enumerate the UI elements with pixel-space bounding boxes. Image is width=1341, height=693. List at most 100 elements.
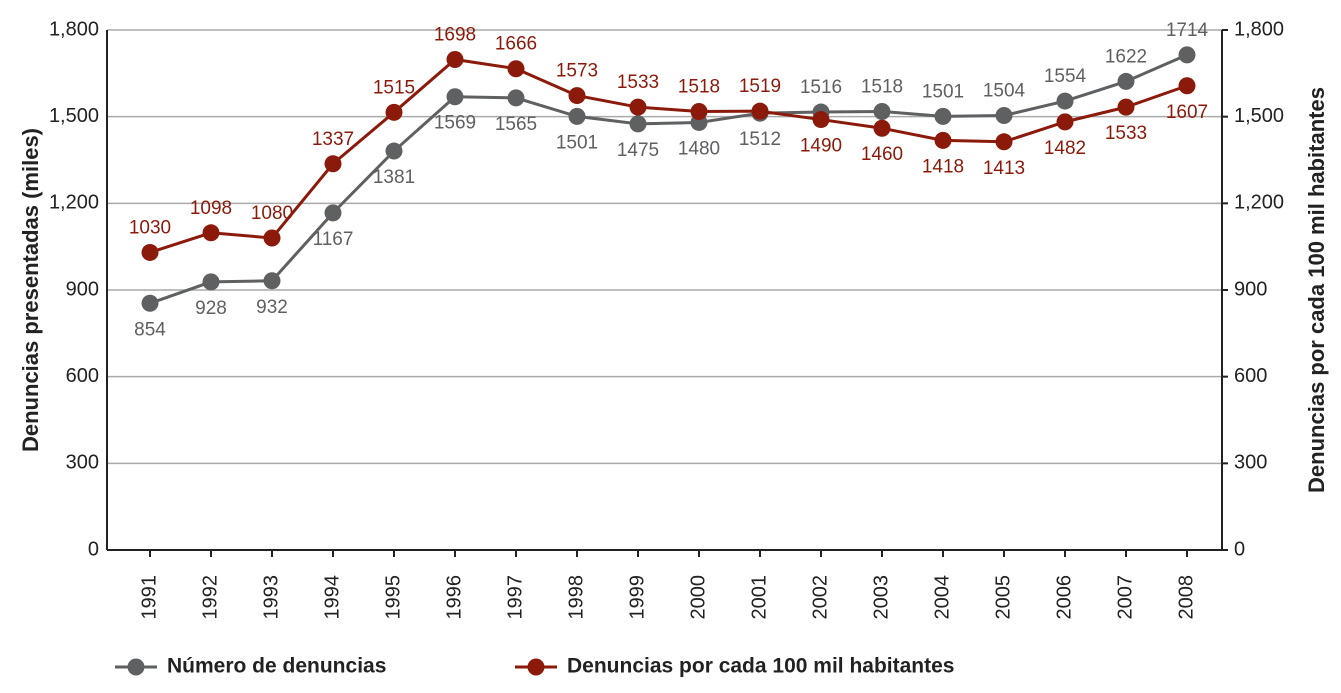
x-tick-label: 2001 bbox=[748, 575, 770, 620]
data-label: 1515 bbox=[373, 77, 415, 98]
data-point bbox=[934, 131, 952, 149]
data-point bbox=[873, 119, 891, 137]
x-tick-label: 1997 bbox=[504, 575, 526, 620]
x-tick-label: 2000 bbox=[687, 575, 709, 620]
y2-tick-label: 1,200 bbox=[1234, 192, 1284, 214]
data-point bbox=[873, 102, 891, 120]
data-point bbox=[263, 229, 281, 247]
y2-tick-label: 1,800 bbox=[1234, 18, 1284, 40]
data-point bbox=[751, 102, 769, 120]
data-label: 1337 bbox=[312, 129, 354, 150]
data-point bbox=[385, 103, 403, 121]
data-label: 1381 bbox=[373, 167, 415, 188]
data-label: 928 bbox=[195, 298, 227, 319]
data-point bbox=[1056, 92, 1074, 110]
data-label: 1475 bbox=[617, 140, 659, 161]
data-label: 1519 bbox=[739, 76, 781, 97]
data-point bbox=[568, 87, 586, 105]
data-point bbox=[995, 133, 1013, 151]
y2-axis-label: Denuncias por cada 100 mil habitantes bbox=[1304, 87, 1329, 493]
data-point bbox=[995, 107, 1013, 125]
data-label: 1413 bbox=[983, 158, 1025, 179]
x-tick-label: 1998 bbox=[565, 575, 587, 620]
x-tick-label: 1996 bbox=[443, 575, 465, 620]
series-line bbox=[149, 53, 1188, 305]
data-label: 1167 bbox=[313, 229, 354, 250]
data-point bbox=[507, 89, 525, 107]
x-tick-label: 2008 bbox=[1175, 575, 1197, 620]
data-point bbox=[141, 294, 159, 312]
data-label: 1533 bbox=[617, 72, 659, 93]
data-label: 1518 bbox=[678, 76, 720, 97]
data-point bbox=[385, 142, 403, 160]
y2-tick-label: 600 bbox=[1234, 365, 1267, 387]
x-tick-label: 2003 bbox=[870, 575, 892, 620]
y-tick-label: 1,200 bbox=[49, 192, 99, 214]
data-label: 1512 bbox=[739, 129, 781, 150]
data-label: 1622 bbox=[1105, 46, 1147, 67]
legend-label: Número de denuncias bbox=[167, 655, 386, 678]
y-tick-label: 0 bbox=[88, 538, 99, 560]
data-label: 1482 bbox=[1044, 138, 1086, 159]
x-tick-label: 1994 bbox=[321, 575, 343, 620]
y2-tick-label: 900 bbox=[1234, 278, 1267, 300]
data-label: 1080 bbox=[251, 203, 293, 224]
data-point bbox=[446, 88, 464, 106]
data-point bbox=[1178, 46, 1196, 64]
data-point bbox=[812, 111, 830, 129]
data-point bbox=[1178, 77, 1196, 95]
y-tick-label: 600 bbox=[66, 365, 99, 387]
data-point bbox=[1117, 72, 1135, 90]
y2-tick-label: 0 bbox=[1234, 538, 1245, 560]
data-label: 1714 bbox=[1166, 20, 1209, 41]
data-label: 1518 bbox=[861, 76, 903, 97]
legend-label: Denuncias por cada 100 mil habitantes bbox=[567, 655, 954, 678]
data-label: 1565 bbox=[495, 114, 537, 135]
data-point bbox=[324, 155, 342, 173]
y-tick-label: 1,500 bbox=[49, 105, 99, 127]
data-label: 1573 bbox=[556, 61, 598, 82]
data-point bbox=[324, 204, 342, 222]
data-label: 1533 bbox=[1105, 123, 1147, 144]
data-label: 1607 bbox=[1166, 102, 1208, 123]
data-point bbox=[568, 107, 586, 125]
data-point bbox=[1117, 98, 1135, 116]
x-tick-label: 2002 bbox=[809, 575, 831, 620]
x-tick-label: 2004 bbox=[931, 575, 953, 620]
legend-marker bbox=[527, 658, 545, 676]
data-label: 1418 bbox=[922, 156, 964, 177]
data-label: 1030 bbox=[129, 217, 171, 238]
data-label: 1554 bbox=[1044, 66, 1087, 87]
x-tick-label: 1992 bbox=[199, 575, 221, 620]
data-point bbox=[690, 102, 708, 120]
x-tick-label: 1991 bbox=[138, 575, 160, 620]
data-point bbox=[202, 224, 220, 242]
series-line bbox=[149, 57, 1188, 254]
data-label: 1490 bbox=[800, 136, 842, 157]
x-tick-label: 2007 bbox=[1114, 575, 1136, 620]
data-label: 1501 bbox=[556, 132, 598, 153]
data-point bbox=[263, 272, 281, 290]
data-label: 1098 bbox=[190, 198, 232, 219]
data-point bbox=[629, 115, 647, 133]
data-label: 1698 bbox=[434, 24, 476, 45]
data-point bbox=[202, 273, 220, 291]
y2-tick-label: 1,500 bbox=[1234, 105, 1284, 127]
x-tick-label: 1995 bbox=[382, 575, 404, 620]
y-tick-label: 300 bbox=[66, 452, 99, 474]
data-label: 932 bbox=[256, 297, 288, 318]
data-label: 1460 bbox=[861, 144, 903, 165]
y-tick-label: 900 bbox=[66, 278, 99, 300]
data-label: 1569 bbox=[434, 113, 476, 134]
x-tick-label: 2006 bbox=[1053, 575, 1075, 620]
data-label: 1501 bbox=[922, 81, 964, 102]
y-tick-label: 1,800 bbox=[49, 18, 99, 40]
x-tick-label: 2005 bbox=[992, 575, 1014, 620]
data-point bbox=[446, 50, 464, 68]
data-label: 1504 bbox=[983, 81, 1026, 102]
data-label: 1516 bbox=[800, 77, 842, 98]
data-point bbox=[629, 98, 647, 116]
data-point bbox=[934, 107, 952, 125]
legend-marker bbox=[127, 658, 145, 676]
